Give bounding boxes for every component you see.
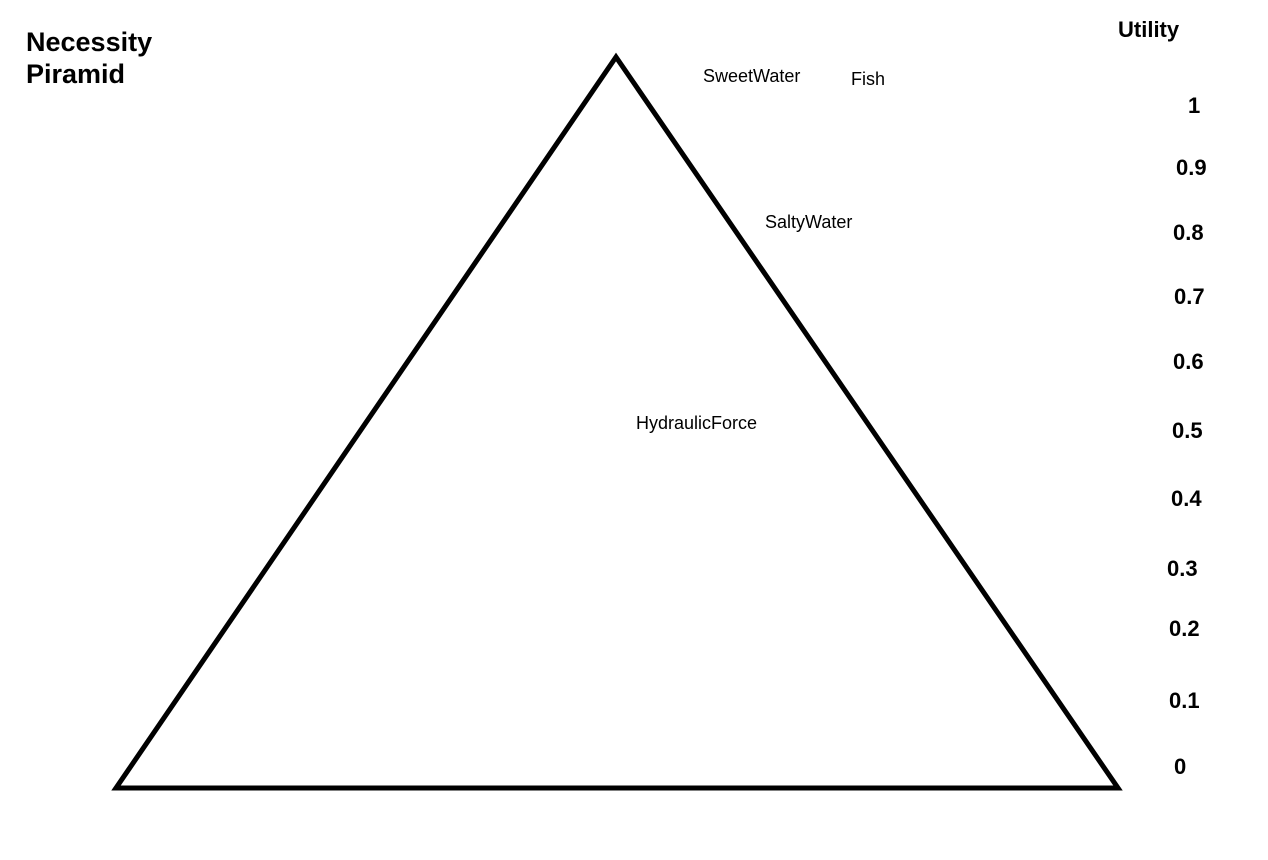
utility-tick: 0.9 (1176, 155, 1207, 180)
item-label-fish: Fish (851, 69, 886, 89)
utility-tick: 0.4 (1171, 486, 1202, 511)
diagram-title: Necessity Piramid (26, 26, 152, 90)
utility-tick: 0.7 (1174, 284, 1205, 309)
pyramid-outline (111, 52, 1123, 791)
utility-tick: 0.1 (1169, 688, 1200, 713)
diagram-title-line-2: Piramid (26, 59, 126, 89)
item-label-sweetwater: SweetWater (703, 66, 801, 86)
diagram-title-line-1: Necessity (26, 27, 153, 57)
utility-tick: 0.3 (1167, 556, 1198, 581)
utility-tick: 0.2 (1169, 616, 1200, 641)
item-label-hydraulicforce: HydraulicForce (636, 413, 758, 433)
utility-tick: 0.6 (1173, 349, 1204, 374)
utility-tick: 0.8 (1173, 220, 1204, 245)
utility-axis-title: Utility (1118, 17, 1180, 42)
utility-tick: 0.5 (1172, 418, 1203, 443)
item-label-saltywater: SaltyWater (765, 212, 853, 232)
utility-tick: 0 (1174, 754, 1187, 779)
utility-tick: 1 (1188, 93, 1201, 118)
